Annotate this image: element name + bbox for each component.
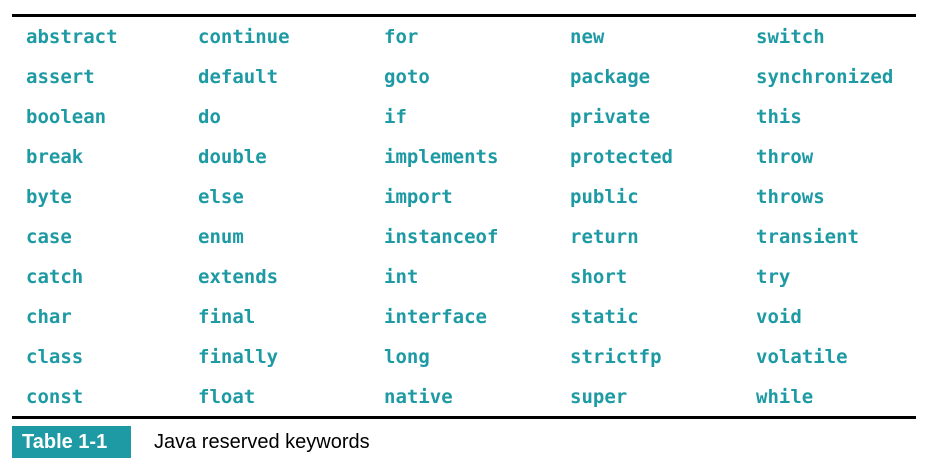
table-cell: void [756, 306, 802, 328]
table-cell: for [384, 26, 419, 48]
table-cell: char [26, 306, 72, 328]
table-top-rule [12, 14, 916, 17]
table-cell: private [570, 106, 651, 128]
table-cell: class [26, 346, 84, 368]
table-cell: finally [198, 346, 279, 368]
table-cell: interface [384, 306, 487, 328]
table-cell: volatile [756, 346, 848, 368]
table-cell: enum [198, 226, 244, 248]
table-cell: if [384, 106, 407, 128]
table-cell: float [198, 386, 256, 408]
table-cell: const [26, 386, 84, 408]
table-cell: long [384, 346, 430, 368]
table-cell: throw [756, 146, 814, 168]
table-cell: package [570, 66, 651, 88]
table-cell: abstract [26, 26, 118, 48]
table-cell: assert [26, 66, 95, 88]
table-cell: native [384, 386, 453, 408]
table-cell: else [198, 186, 244, 208]
keyword-table: abstract assert boolean break byte case catch c… [26, 24, 916, 416]
table-number-label: Table 1-1 [12, 426, 131, 458]
table-cell: static [570, 306, 639, 328]
table-cell: instanceof [384, 226, 499, 248]
table-cell: short [570, 266, 628, 288]
table-cell: case [26, 226, 72, 248]
table-cell: byte [26, 186, 72, 208]
table-cell: extends [198, 266, 279, 288]
table-cell: switch [756, 26, 825, 48]
table-cell: break [26, 146, 84, 168]
table-cell: protected [570, 146, 673, 168]
table-cell: boolean [26, 106, 107, 128]
table-cell: transient [756, 226, 859, 248]
table-cell: public [570, 186, 639, 208]
table-cell: throws [756, 186, 825, 208]
table-cell: strictfp [570, 346, 662, 368]
table-cell: int [384, 266, 419, 288]
table-cell: default [198, 66, 279, 88]
table-cell: final [198, 306, 256, 328]
table-cell: do [198, 106, 221, 128]
table-cell: this [756, 106, 802, 128]
table-caption: Table 1-1 Java reserved keywords [12, 426, 612, 458]
table-cell: catch [26, 266, 84, 288]
table-cell: synchronized [756, 66, 894, 88]
table-cell: goto [384, 66, 430, 88]
table-cell: return [570, 226, 639, 248]
table-cell: try [756, 266, 791, 288]
table-cell: while [756, 386, 814, 408]
table-cell: continue [198, 26, 290, 48]
table-bottom-rule [12, 416, 916, 419]
table-cell: implements [384, 146, 499, 168]
table-cell: super [570, 386, 628, 408]
table-cell: import [384, 186, 453, 208]
table-cell: new [570, 26, 605, 48]
table-cell: double [198, 146, 267, 168]
table-caption-text: Java reserved keywords [154, 431, 370, 453]
